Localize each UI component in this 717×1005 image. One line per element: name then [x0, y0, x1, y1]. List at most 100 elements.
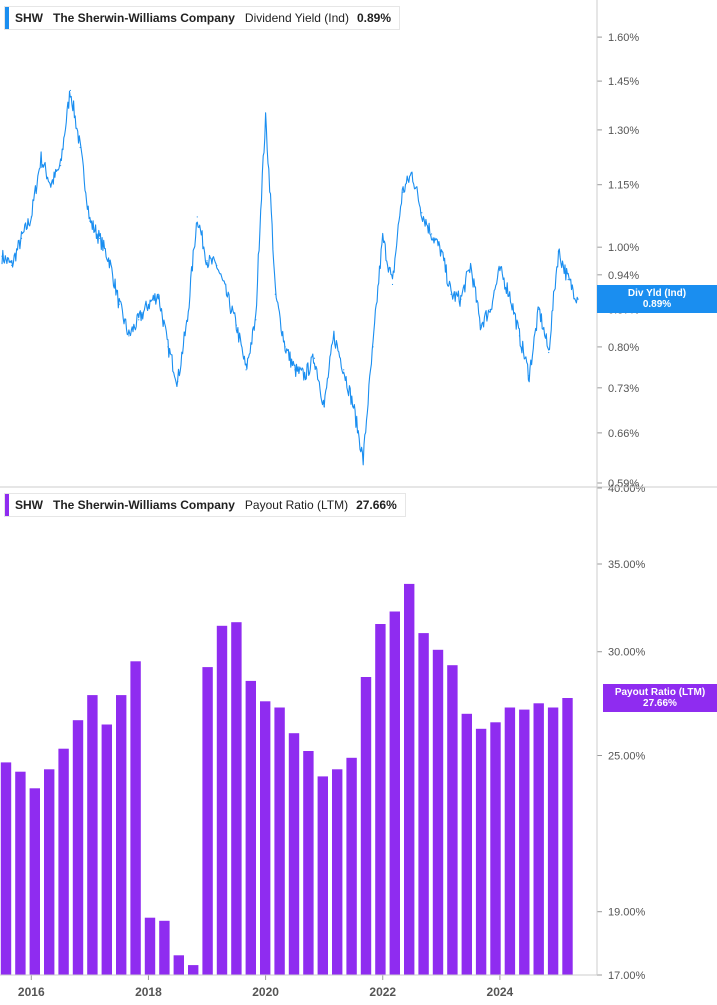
dividend-yield-point	[30, 216, 32, 218]
dividend-yield-point	[440, 251, 442, 253]
legend-value: 27.66%	[356, 498, 397, 512]
payout-ratio-bar	[389, 611, 400, 975]
dividend-yield-point	[343, 369, 345, 371]
dividend-yield-point	[382, 237, 384, 239]
dividend-yield-point	[196, 216, 198, 218]
dividend-yield-point	[40, 157, 42, 159]
payout-ratio-value-flag: Payout Ratio (LTM) 27.66%	[603, 683, 717, 712]
dividend-yield-point	[177, 381, 179, 383]
payout-ratio-bar	[562, 698, 573, 975]
dividend-yield-point	[1, 255, 3, 257]
dividend-yield-point	[186, 319, 189, 321]
dividend-yield-point	[50, 184, 52, 186]
payout-ratio-bar	[260, 701, 271, 975]
payout-ratio-bar	[116, 695, 127, 975]
dividend-yield-point	[264, 119, 267, 121]
dividend-yield-point	[577, 298, 579, 300]
dividend-yield-point	[235, 324, 237, 326]
dividend-yield-point	[167, 346, 169, 348]
dividend-yield-point	[255, 319, 257, 321]
dividend-yield-point	[225, 293, 228, 295]
payout-ratio-bar	[447, 665, 458, 975]
legend-company: The Sherwin-Williams Company	[53, 498, 235, 512]
payout-ratio-bar	[144, 917, 156, 975]
dividend-yield-point	[557, 251, 560, 253]
dividend-yield-point	[362, 460, 364, 462]
dividend-yield-point	[284, 346, 286, 348]
payout-ratio-bar	[0, 762, 12, 975]
chart-frame	[0, 0, 717, 976]
dividend-yield-point	[411, 172, 413, 174]
y-tick-label: 19.00%	[608, 907, 646, 919]
dividend-yield-point	[352, 405, 355, 408]
payout-ratio-bar	[461, 713, 472, 975]
payout-ratio-bar	[533, 703, 544, 975]
payout-ratio-bar	[504, 707, 516, 975]
payout-ratio-bar	[418, 633, 429, 975]
payout-ratio-bar	[317, 776, 328, 975]
dividend-yield-point	[450, 293, 452, 295]
dividend-yield-point	[108, 260, 110, 262]
payout-ratio-bar	[332, 769, 343, 975]
payout-ratio-swatch	[5, 494, 9, 516]
payout-ratio-y-axis: 40.00% 35.00% 30.00% 25.00% 19.00% 17.00%	[597, 483, 646, 982]
dividend-yield-point	[79, 146, 81, 149]
y-tick-label: 0.80%	[608, 342, 639, 354]
dividend-yield-point	[206, 260, 208, 262]
dividend-yield-point	[294, 369, 296, 371]
dividend-yield-point	[59, 165, 62, 167]
dividend-yield-swatch	[5, 7, 9, 29]
x-axis: 2016 2018 2020 2022 2024	[18, 975, 514, 999]
payout-ratio-bar	[87, 695, 98, 975]
payout-ratio-bar	[288, 733, 300, 975]
flag-label: Div Yld (Ind)	[627, 288, 687, 300]
y-tick-label: 1.60%	[608, 32, 639, 44]
dividend-yield-line	[1, 90, 579, 466]
dividend-yield-series	[1, 89, 579, 466]
dividend-yield-point	[401, 191, 403, 194]
flag-value: 0.89%	[642, 299, 672, 311]
payout-ratio-bar	[519, 709, 530, 975]
payout-ratio-bar	[58, 748, 69, 975]
y-tick-label: 17.00%	[608, 970, 646, 982]
payout-ratio-panel: 40.00% 35.00% 30.00% 25.00% 19.00% 17.00%	[0, 483, 646, 982]
dividend-yield-point	[99, 237, 101, 239]
legend-metric: Dividend Yield (Ind)	[244, 11, 349, 25]
y-tick-label: 40.00%	[608, 483, 646, 495]
payout-ratio-legend: SHW The Sherwin-Williams Company Payout …	[4, 493, 406, 517]
dividend-yield-point	[518, 335, 521, 337]
payout-ratio-bar	[274, 707, 285, 975]
dividend-yield-point	[118, 303, 120, 305]
dividend-yield-point	[323, 405, 325, 408]
x-tick-label: 2024	[487, 985, 514, 999]
dividend-yield-point	[470, 264, 472, 267]
y-tick-label: 0.73%	[608, 383, 639, 395]
dividend-yield-point	[20, 237, 23, 239]
y-tick-label: 1.15%	[608, 180, 639, 192]
legend-company: The Sherwin-Williams Company	[53, 11, 235, 25]
legend-value: 0.89%	[356, 11, 392, 25]
dividend-yield-legend: SHW The Sherwin-Williams Company Dividen…	[4, 6, 401, 30]
dividend-yield-point	[128, 335, 130, 337]
dividend-yield-point	[333, 335, 335, 337]
dividend-yield-point	[548, 351, 550, 354]
flag-label: Payout Ratio (LTM)	[614, 686, 706, 698]
payout-ratio-bar	[15, 771, 26, 975]
payout-ratio-bar	[130, 661, 141, 975]
x-tick-label: 2022	[369, 985, 396, 999]
payout-ratio-bar	[101, 724, 112, 975]
flag-value: 27.66%	[643, 697, 677, 709]
dividend-yield-point	[147, 303, 150, 305]
payout-ratio-bar	[72, 720, 84, 975]
dividend-yield-point	[313, 357, 316, 359]
payout-ratio-bar	[404, 583, 415, 975]
payout-ratio-bar	[245, 680, 256, 975]
payout-ratio-bar	[360, 677, 372, 975]
x-tick-label: 2020	[252, 985, 279, 999]
payout-ratio-bar	[216, 625, 228, 975]
dividend-yield-point	[567, 279, 569, 281]
y-tick-label: 1.00%	[608, 242, 639, 254]
payout-ratio-bar	[547, 707, 559, 975]
payout-ratio-bar	[173, 955, 184, 975]
